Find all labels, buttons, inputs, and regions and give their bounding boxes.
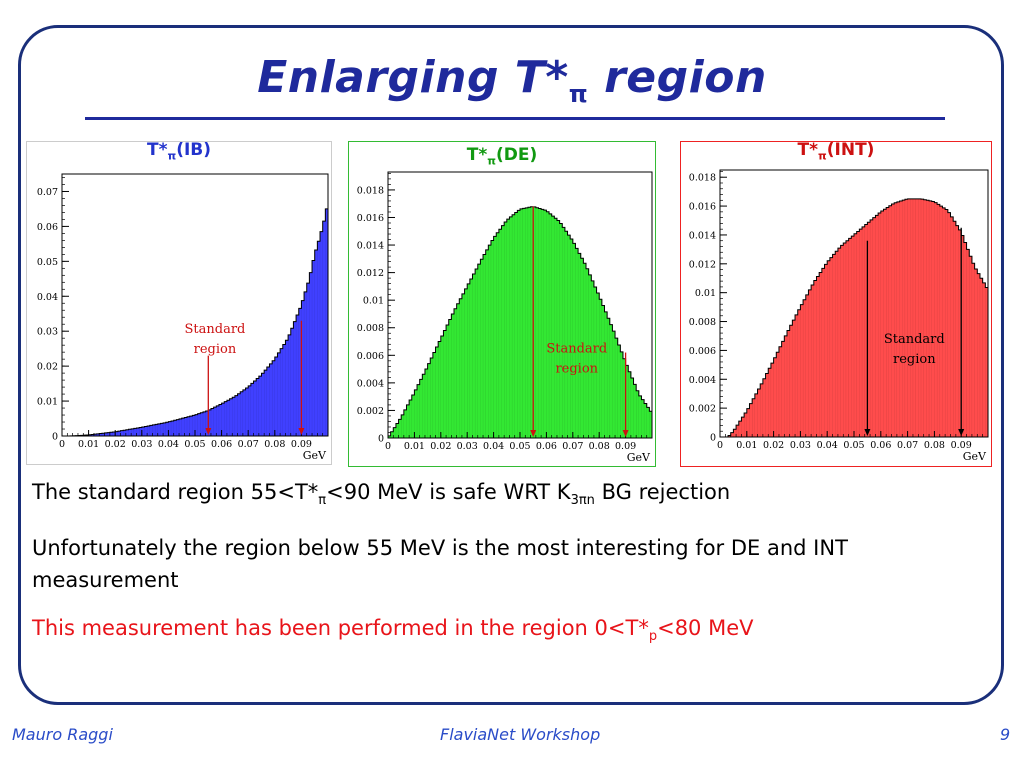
footer-event: FlaviaNet Workshop bbox=[440, 725, 601, 744]
x-tick-label: 0 bbox=[385, 441, 391, 452]
y-tick-label: 0.02 bbox=[37, 362, 58, 373]
region-arrow-head bbox=[530, 430, 537, 437]
y-tick-label: 0.07 bbox=[37, 187, 58, 198]
footer-author: Mauro Raggi bbox=[12, 725, 113, 744]
x-tick-label: 0 bbox=[59, 439, 65, 450]
y-tick-label: 0.018 bbox=[357, 185, 384, 196]
standard-region-label: Standard bbox=[884, 332, 945, 347]
x-tick-label: 0 bbox=[717, 440, 723, 451]
y-tick-label: 0.01 bbox=[363, 296, 384, 307]
x-tick-label: 0.03 bbox=[131, 439, 152, 450]
y-tick-label: 0 bbox=[710, 433, 716, 444]
standard-region-label: Standard bbox=[546, 342, 607, 357]
x-tick-label: 0.09 bbox=[951, 440, 972, 451]
bullet-3: This measurement has been performed in t… bbox=[32, 616, 754, 645]
y-tick-label: 0.014 bbox=[357, 241, 384, 252]
x-tick-label: 0.09 bbox=[291, 439, 312, 450]
chart-de: 0 0.01 0.02 0.03 0.04 0.05 0.06 0.07 0.08 0.09 0 0.… bbox=[348, 141, 656, 467]
region-arrow-head bbox=[958, 429, 965, 436]
region-arrow-head bbox=[205, 428, 212, 435]
x-tick-label: 0.04 bbox=[483, 441, 504, 452]
chart-panel-int: 0 0.01 0.02 0.03 0.04 0.05 0.06 0.07 0.08 0.09 0 0.… bbox=[680, 140, 992, 467]
region-arrow-head bbox=[298, 428, 305, 435]
standard-region-label: region bbox=[893, 352, 936, 367]
x-tick-label: 0.06 bbox=[536, 441, 557, 452]
x-tick-label: 0.06 bbox=[211, 439, 232, 450]
bullet-1: The standard region 55<T*π<90 MeV is saf… bbox=[32, 480, 731, 509]
histogram-outline bbox=[62, 208, 328, 437]
y-tick-label: 0.03 bbox=[37, 327, 58, 338]
standard-region-label: region bbox=[555, 362, 598, 377]
y-tick-label: 0 bbox=[52, 432, 58, 443]
bullet-2: Unfortunately the region below 55 MeV is… bbox=[32, 536, 848, 592]
x-tick-label: 0.07 bbox=[897, 440, 918, 451]
region-arrow-head bbox=[864, 429, 871, 436]
x-tick-label: 0.07 bbox=[562, 441, 583, 452]
y-tick-label: 0.06 bbox=[37, 222, 58, 233]
x-axis-label: GeV bbox=[303, 449, 327, 462]
y-tick-label: 0.012 bbox=[357, 268, 384, 279]
x-tick-label: 0.05 bbox=[843, 440, 864, 451]
x-tick-label: 0.06 bbox=[870, 440, 891, 451]
x-tick-label: 0.08 bbox=[924, 440, 945, 451]
x-axis-label: GeV bbox=[963, 450, 987, 463]
y-tick-label: 0.012 bbox=[689, 259, 716, 270]
x-tick-label: 0.01 bbox=[736, 440, 757, 451]
region-arrow-head bbox=[622, 430, 629, 437]
x-tick-label: 0.02 bbox=[763, 440, 784, 451]
y-tick-label: 0.016 bbox=[689, 202, 716, 213]
x-tick-label: 0.09 bbox=[615, 441, 636, 452]
y-tick-label: 0.006 bbox=[689, 346, 716, 357]
y-tick-label: 0.018 bbox=[689, 173, 716, 184]
histogram-outline bbox=[388, 206, 652, 437]
chart-title-ib: T*π(IB) bbox=[146, 140, 212, 163]
x-tick-label: 0.05 bbox=[184, 439, 205, 450]
x-tick-label: 0.03 bbox=[790, 440, 811, 451]
y-tick-label: 0.004 bbox=[357, 378, 384, 389]
x-axis-label: GeV bbox=[627, 451, 651, 464]
y-tick-label: 0.016 bbox=[357, 213, 384, 224]
x-tick-label: 0.04 bbox=[817, 440, 838, 451]
chart-panel-ib: 0 0.01 0.02 0.03 0.04 0.05 0.06 0.07 0.08 0.09 0 0.… bbox=[26, 140, 332, 465]
y-tick-label: 0.014 bbox=[689, 230, 716, 241]
standard-region-label: region bbox=[194, 342, 237, 357]
y-tick-label: 0.002 bbox=[689, 404, 716, 415]
chart-int: 0 0.01 0.02 0.03 0.04 0.05 0.06 0.07 0.08 0.09 0 0.… bbox=[680, 141, 992, 467]
chart-panel-de: 0 0.01 0.02 0.03 0.04 0.05 0.06 0.07 0.08 0.09 0 0.… bbox=[348, 141, 656, 467]
histogram-outline bbox=[720, 198, 988, 438]
standard-region-label: Standard bbox=[185, 322, 246, 337]
slide-title: Enlarging T*π region bbox=[0, 52, 1024, 108]
x-tick-label: 0.08 bbox=[589, 441, 610, 452]
chart-title-int: T*π(INT) bbox=[797, 140, 875, 163]
x-tick-label: 0.01 bbox=[78, 439, 99, 450]
x-tick-label: 0.03 bbox=[457, 441, 478, 452]
slide-frame bbox=[18, 25, 1004, 705]
y-tick-label: 0.01 bbox=[37, 397, 58, 408]
y-tick-label: 0 bbox=[378, 434, 384, 445]
x-tick-label: 0.05 bbox=[509, 441, 530, 452]
x-tick-label: 0.02 bbox=[105, 439, 126, 450]
x-tick-label: 0.02 bbox=[430, 441, 451, 452]
y-tick-label: 0.01 bbox=[695, 288, 716, 299]
y-tick-label: 0.004 bbox=[689, 375, 716, 386]
title-pi: π bbox=[568, 79, 589, 108]
title-end: region bbox=[588, 52, 767, 103]
y-tick-label: 0.008 bbox=[357, 323, 384, 334]
title-main: Enlarging T* bbox=[257, 52, 569, 103]
y-tick-label: 0.05 bbox=[37, 257, 58, 268]
chart-ib: 0 0.01 0.02 0.03 0.04 0.05 0.06 0.07 0.08 0.09 0 0.… bbox=[26, 141, 332, 465]
title-underline bbox=[85, 117, 945, 120]
x-tick-label: 0.04 bbox=[158, 439, 179, 450]
x-tick-label: 0.07 bbox=[238, 439, 259, 450]
y-tick-label: 0.008 bbox=[689, 317, 716, 328]
y-tick-label: 0.002 bbox=[357, 406, 384, 417]
y-tick-label: 0.006 bbox=[357, 351, 384, 362]
x-tick-label: 0.01 bbox=[404, 441, 425, 452]
footer-page-number: 9 bbox=[1000, 725, 1011, 744]
y-tick-label: 0.04 bbox=[37, 292, 58, 303]
x-tick-label: 0.08 bbox=[264, 439, 285, 450]
chart-title-de: T*π(DE) bbox=[466, 145, 538, 168]
